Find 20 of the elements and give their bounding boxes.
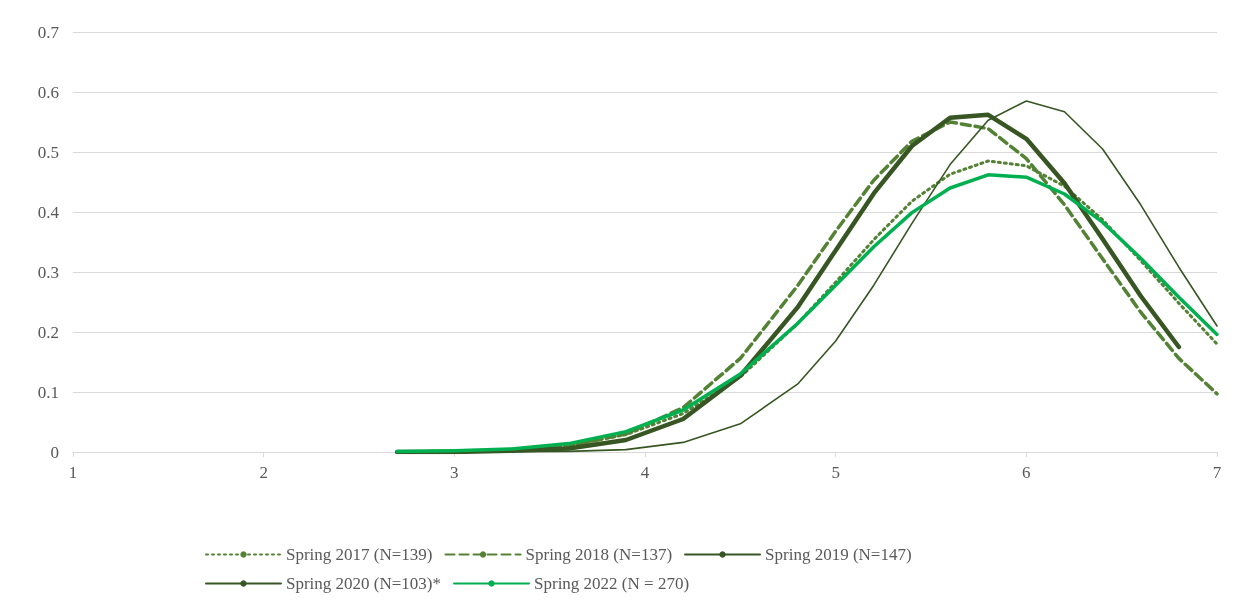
x-tick-label: 3 <box>450 463 459 482</box>
y-tick-label: 0 <box>50 442 59 462</box>
x-tick-label: 5 <box>831 463 840 482</box>
x-tick-label: 2 <box>259 463 268 482</box>
legend-label: Spring 2019 (N=147) <box>765 545 912 564</box>
legend-label: Spring 2018 (N=137) <box>525 545 673 564</box>
y-tick-label: 0.5 <box>37 142 59 162</box>
x-tick-label: 6 <box>1022 463 1031 482</box>
y-tick-label: 0.6 <box>37 82 59 102</box>
y-tick-label: 0.4 <box>37 202 60 222</box>
y-tick-label: 0.1 <box>37 382 59 402</box>
legend-label: Spring 2022 (N = 270) <box>534 574 690 593</box>
legend-label: Spring 2020 (N=103)* <box>286 574 442 593</box>
x-tick-label: 7 <box>1212 463 1222 482</box>
y-tick-label: 0.3 <box>37 262 59 282</box>
x-tick-label: 1 <box>68 463 78 482</box>
y-tick-label: 0.7 <box>37 22 60 42</box>
y-tick-label: 0.2 <box>37 322 59 342</box>
legend-label: Spring 2017 (N=139) <box>286 545 433 564</box>
x-tick-label: 4 <box>640 463 650 482</box>
